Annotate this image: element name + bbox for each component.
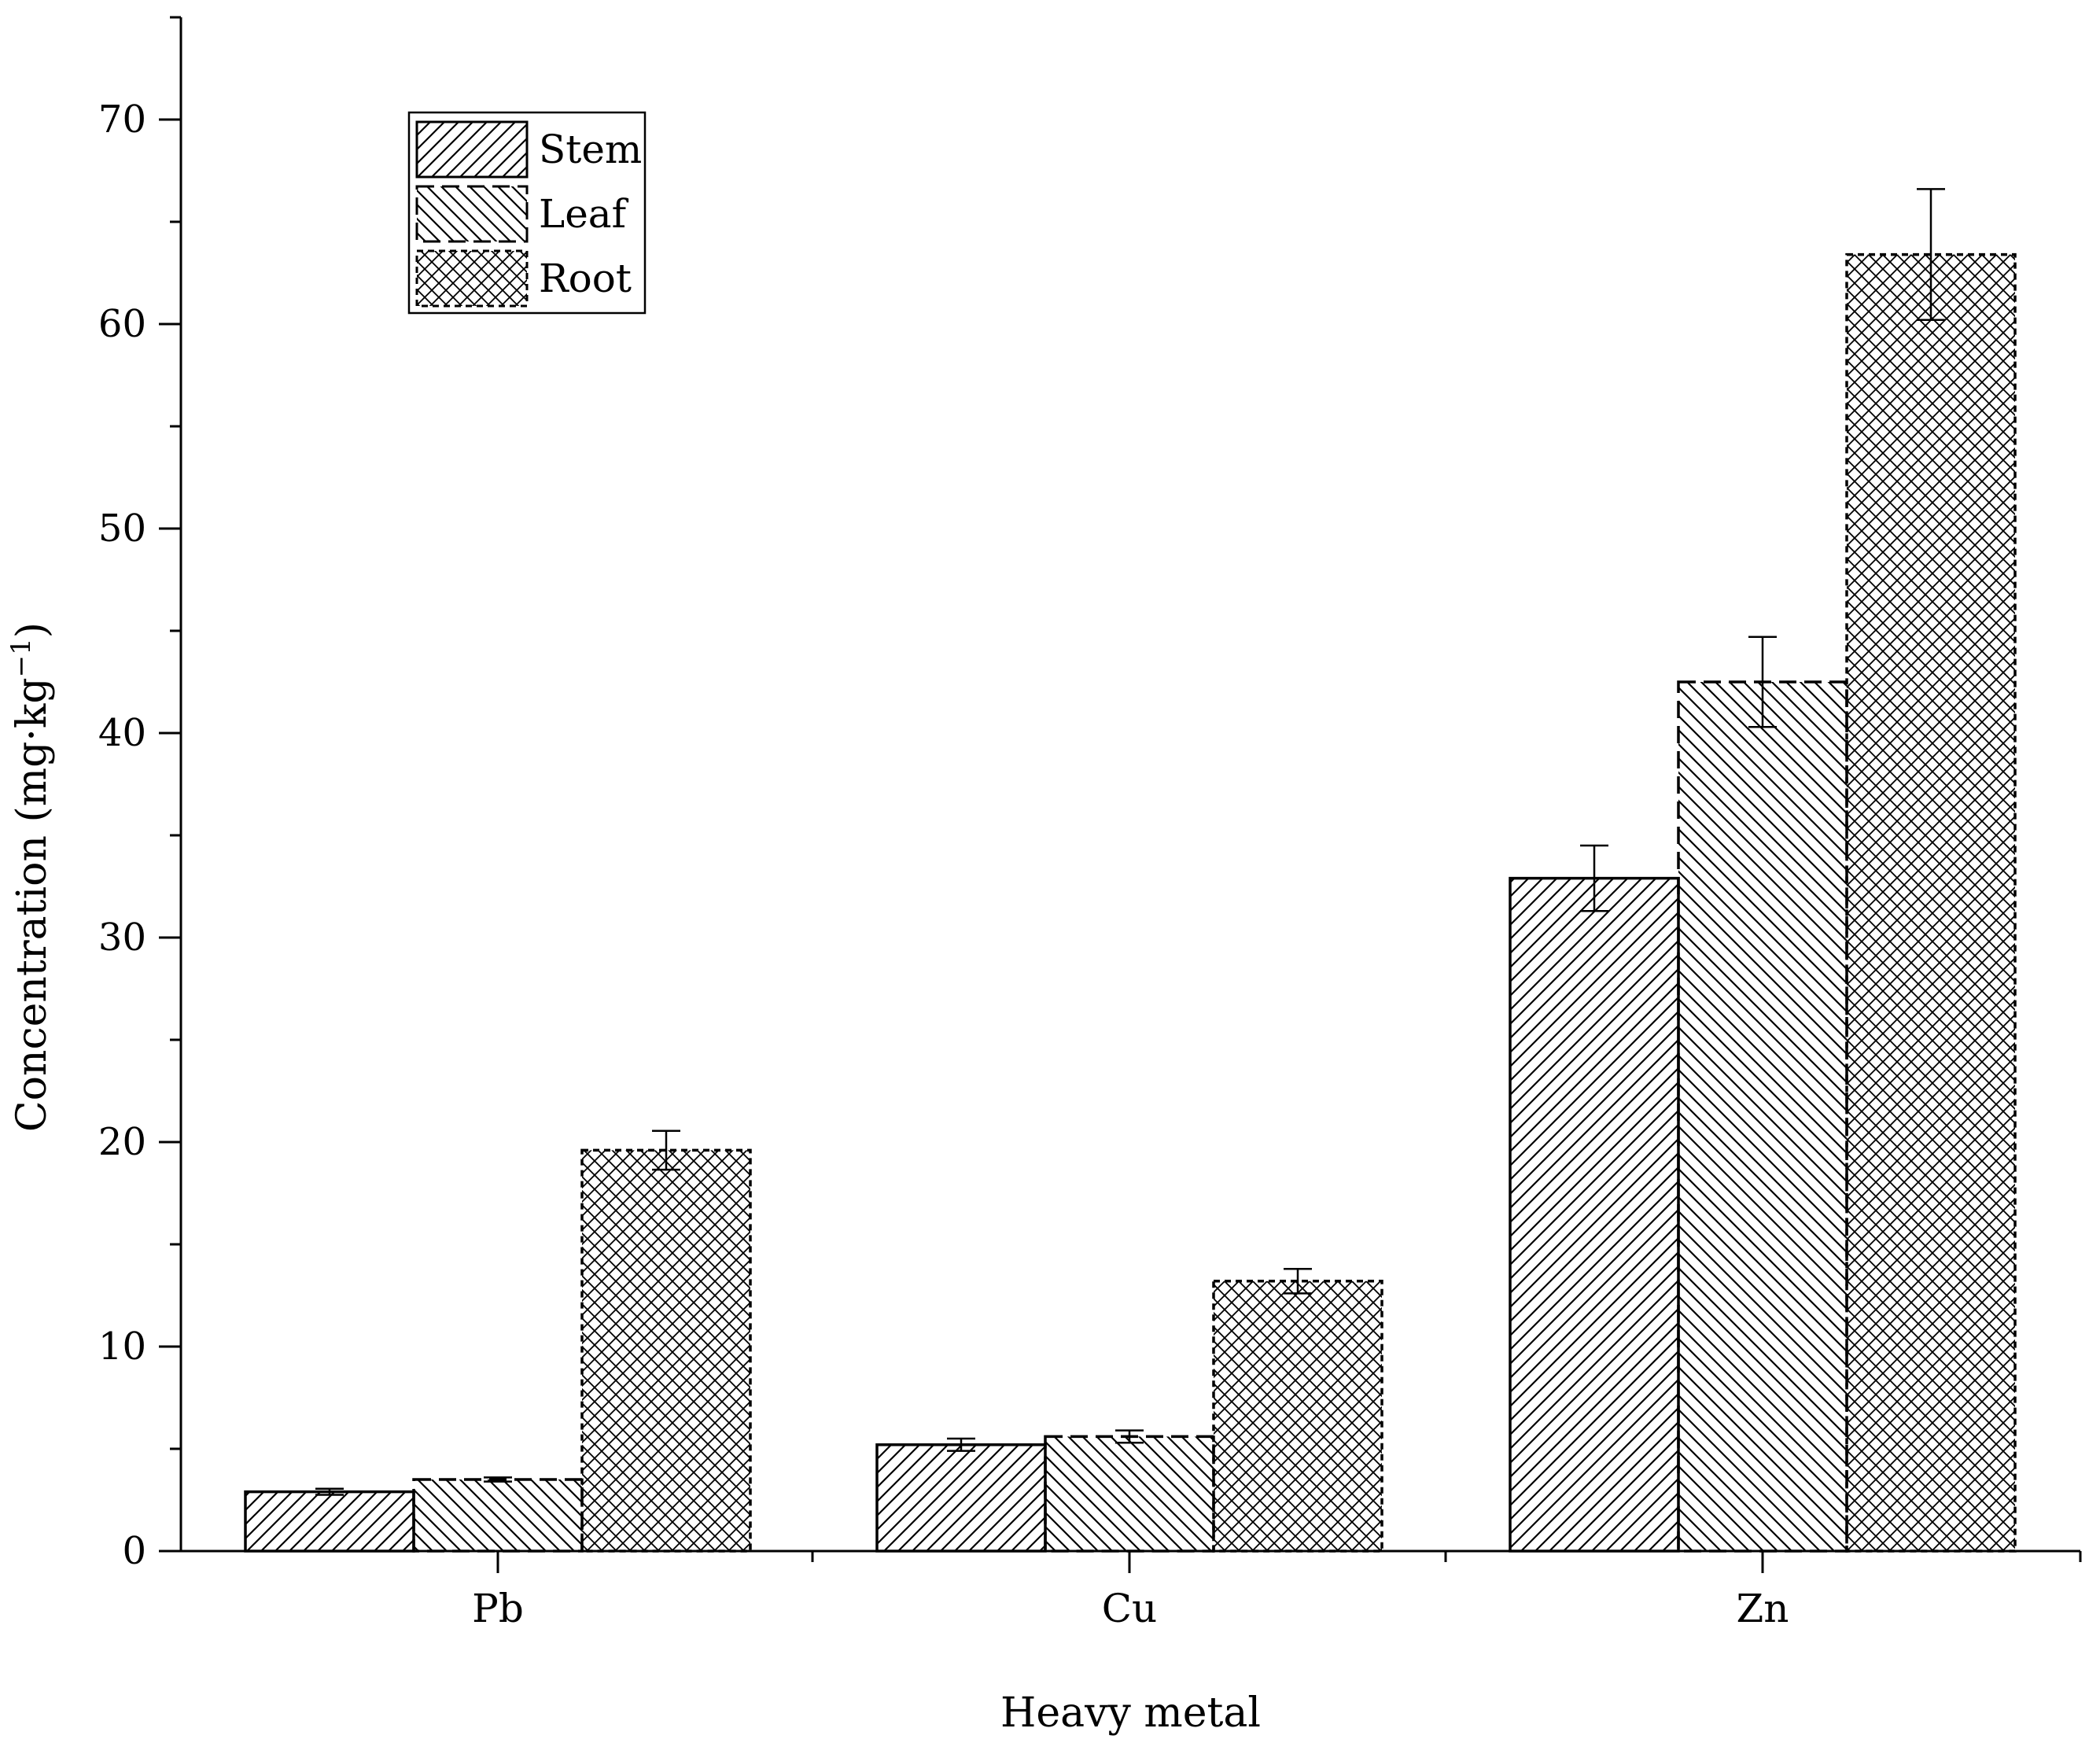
y-tick-label-0: 0 bbox=[122, 1529, 146, 1573]
y-tick-label-20: 20 bbox=[98, 1120, 146, 1164]
error-bars bbox=[315, 188, 1945, 1496]
legend-label-root: Root bbox=[539, 256, 632, 301]
legend-swatch-leaf bbox=[415, 185, 529, 243]
y-axis-title-superscript: −1 bbox=[6, 638, 37, 677]
legend-label-stem: Stem bbox=[539, 127, 642, 172]
bar-leaf-pb bbox=[412, 1478, 584, 1553]
bar-stem-zn bbox=[1509, 876, 1680, 1553]
x-axis-title: Heavy metal bbox=[1000, 1690, 1261, 1737]
y-tick-label-50: 50 bbox=[98, 507, 146, 551]
y-axis-title-main: Concentration (mg·kg bbox=[9, 677, 56, 1132]
error-bar-leaf-zn bbox=[1748, 636, 1777, 728]
x-axis-ticks: Pb Cu Zn bbox=[472, 1551, 2082, 1631]
y-tick-label-70: 70 bbox=[98, 98, 146, 142]
x-tick-label-Pb: Pb bbox=[472, 1586, 524, 1631]
bar-root-pb bbox=[580, 1148, 752, 1553]
error-bar-root-cu bbox=[1284, 1267, 1312, 1295]
y-tick-label-40: 40 bbox=[98, 711, 146, 755]
y-tick-label-60: 60 bbox=[98, 302, 146, 346]
error-bar-stem-zn bbox=[1580, 844, 1608, 912]
error-bar-leaf-cu bbox=[1115, 1429, 1144, 1444]
bar-leaf-cu bbox=[1044, 1435, 1215, 1553]
error-bar-root-zn bbox=[1917, 188, 1945, 322]
y-axis-title: Concentration (mg·kg−1) bbox=[6, 622, 56, 1132]
y-axis-title-close: ) bbox=[9, 622, 56, 638]
bar-root-zn bbox=[1845, 252, 2017, 1553]
error-bar-stem-cu bbox=[947, 1437, 975, 1452]
bar-root-cu bbox=[1212, 1280, 1383, 1553]
x-tick-label-Cu: Cu bbox=[1102, 1586, 1157, 1631]
legend-swatch-root bbox=[415, 249, 529, 308]
y-tick-label-30: 30 bbox=[98, 916, 146, 960]
x-tick-label-Zn: Zn bbox=[1737, 1586, 1789, 1631]
y-axis-ticks: 0 10 20 30 40 50 60 70 bbox=[98, 16, 181, 1573]
legend-label-leaf: Leaf bbox=[539, 191, 629, 237]
error-bar-root-pb bbox=[652, 1129, 680, 1171]
bar-stem-cu bbox=[875, 1443, 1047, 1553]
bar-stem-pb bbox=[244, 1490, 415, 1553]
error-bar-stem-pb bbox=[315, 1487, 344, 1496]
legend-swatch-stem bbox=[415, 120, 529, 179]
legend: Stem Leaf Root bbox=[407, 111, 647, 315]
bar-leaf-zn bbox=[1677, 680, 1848, 1553]
bars bbox=[244, 252, 2017, 1553]
error-bar-leaf-pb bbox=[484, 1476, 512, 1483]
y-tick-label-10: 10 bbox=[98, 1325, 146, 1369]
